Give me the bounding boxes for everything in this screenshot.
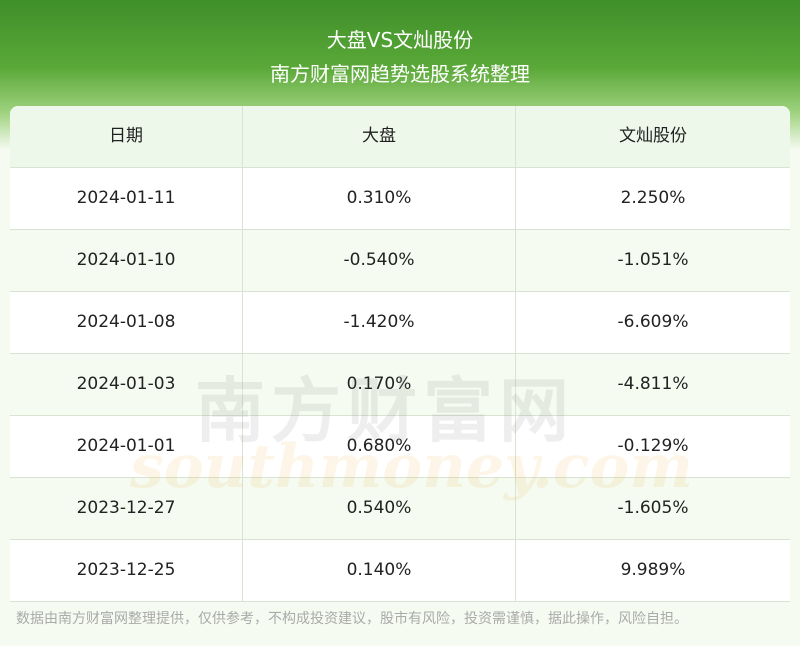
table-cell: 0.140% (243, 540, 516, 601)
table-cell: 2024-01-08 (10, 292, 243, 353)
subtitle: 南方财富网趋势选股系统整理 (270, 62, 530, 86)
table-row: 2023-12-25 0.140% 9.989% (10, 540, 790, 602)
table-cell: -6.609% (617, 312, 689, 332)
table-row: 2024-01-08 -1.420% -6.609% (10, 292, 790, 354)
table-cell: 2023-12-27 (10, 478, 243, 539)
table-cell: -1.420% (243, 292, 516, 353)
table-row: 2024-01-11 0.310% 2.250% (10, 168, 790, 230)
column-header: 日期 (10, 106, 243, 167)
table-cell: 0.540% (243, 478, 516, 539)
column-header: 大盘 (243, 106, 516, 167)
disclaimer: 数据由南方财富网整理提供，仅供参考，不构成投资建议，股市有风险，投资需谨慎，据此… (16, 611, 688, 627)
table-cell: 0.680% (243, 416, 516, 477)
table-cell: 2024-01-10 (10, 230, 243, 291)
table-cell: -0.540% (243, 230, 516, 291)
table-row: 2023-12-27 0.540% -1.605% (10, 478, 790, 540)
table-row: 2024-01-10 -0.540% -1.051% (10, 230, 790, 292)
table-cell: 9.989% (620, 560, 686, 580)
table-row: 2024-01-01 0.680% -0.129% (10, 416, 790, 478)
table-cell: 2024-01-11 (10, 168, 243, 229)
table-row: 2024-01-03 0.170% -4.811% (10, 354, 790, 416)
table: 日期 大盘 文灿股份 2024-01-11 0.310% 2.250% 2024-01-10… (10, 106, 790, 602)
table-cell: -1.051% (617, 250, 689, 270)
table-cell: 0.170% (243, 354, 516, 415)
table-cell: -1.605% (617, 498, 689, 518)
column-header: 文灿股份 (619, 126, 687, 146)
title: 大盘VS文灿股份 (326, 28, 474, 52)
table-cell: -0.129% (617, 436, 689, 456)
table-cell: 2.250% (620, 188, 686, 208)
table-cell: 2024-01-03 (10, 354, 243, 415)
table-cell: 0.310% (243, 168, 516, 229)
header-row: 日期 大盘 文灿股份 (10, 106, 790, 168)
table-cell: -4.811% (617, 374, 689, 394)
table-cell: 2023-12-25 (10, 540, 243, 601)
table-cell: 2024-01-01 (10, 416, 243, 477)
